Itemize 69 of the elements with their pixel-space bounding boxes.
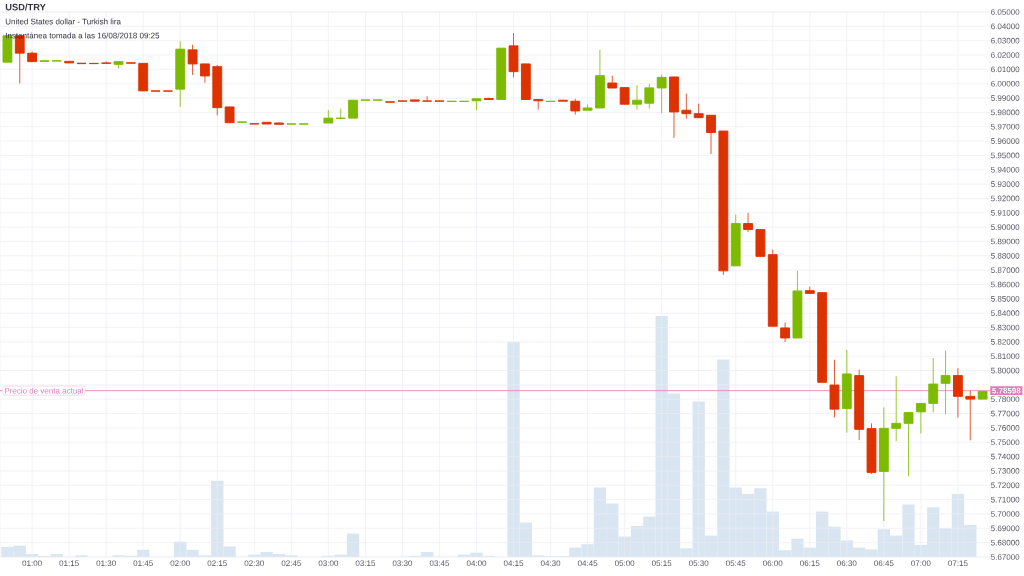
y-tick-label: 5.88000 (991, 252, 1020, 259)
y-tick-label: 5.83000 (991, 324, 1020, 331)
x-tick-label: 03:00 (318, 560, 339, 567)
y-tick-label: 5.82000 (991, 339, 1020, 345)
x-tick-label: 05:00 (614, 560, 635, 567)
x-tick-label: 04:30 (540, 560, 561, 567)
y-tick-label: 5.91000 (991, 209, 1020, 216)
x-tick-label: 07:15 (948, 560, 968, 567)
y-tick-label: 5.71000 (991, 496, 1020, 503)
text: 5.78598 (992, 387, 1021, 394)
x-tick-label: 02:00 (170, 560, 190, 567)
x-tick-label: 01:45 (133, 560, 153, 567)
chart-title: USD/TRY (5, 3, 46, 11)
x-tick-label: 02:30 (244, 560, 264, 567)
y-tick-label: 6.00000 (991, 80, 1020, 87)
x-tick-label: 01:15 (59, 560, 79, 567)
x-tick-label: 03:45 (429, 560, 450, 567)
y-tick-label: 5.86000 (991, 281, 1020, 288)
x-tick-label: 03:30 (392, 560, 413, 567)
y-tick-label: 6.04000 (991, 23, 1020, 30)
ref-line-label: Precio de venta actual (4, 387, 83, 394)
y-tick-label: 5.75000 (991, 439, 1020, 446)
x-tick-label: 03:15 (355, 560, 376, 567)
y-tick-label: 5.80000 (991, 367, 1020, 374)
x-tick-label: 02:15 (207, 560, 227, 567)
x-tick-label: 06:30 (837, 560, 857, 567)
x-tick-label: 01:30 (96, 560, 116, 567)
y-tick-label: 5.74000 (991, 453, 1020, 460)
x-tick-label: 07:00 (911, 560, 931, 567)
y-tick-label: 5.73000 (991, 468, 1020, 474)
annotation: Instantánea tomada a las 16/08/2018 09:25 (5, 32, 160, 39)
y-tick-label: 5.77000 (991, 410, 1020, 417)
y-tick-label: 6.03000 (991, 37, 1020, 44)
y-tick-label: 5.98000 (991, 109, 1020, 116)
y-tick-label: 5.95000 (991, 152, 1020, 159)
y-tick-label: 5.69000 (991, 525, 1020, 532)
x-tick-label: 04:45 (577, 560, 598, 567)
text: United States dollar - Turkish lira (5, 18, 121, 25)
y-tick-label: 5.68000 (991, 539, 1020, 546)
x-tick-label: 06:00 (763, 560, 783, 567)
x-tick-label: 01:00 (22, 560, 42, 567)
x-tick-label: 05:30 (688, 560, 709, 567)
y-tick-label: 5.99000 (991, 95, 1020, 101)
y-tick-label: 5.94000 (991, 166, 1020, 173)
y-tick-label: 5.97000 (991, 123, 1020, 130)
x-tick-label: 05:45 (726, 560, 746, 567)
x-tick-label: 04:15 (503, 560, 524, 567)
y-tick-label: 5.72000 (991, 482, 1020, 489)
y-tick-label: 6.05000 (991, 9, 1020, 15)
y-tick-label: 5.76000 (991, 425, 1020, 431)
y-tick-label: 5.92000 (991, 195, 1020, 202)
y-tick-label: 5.87000 (991, 267, 1020, 273)
x-tick-label: 02:45 (281, 560, 302, 567)
x-tick-label: 05:15 (651, 560, 672, 567)
y-tick-label: 5.93000 (991, 181, 1020, 187)
y-tick-label: 5.67000 (991, 554, 1020, 560)
y-tick-label: 5.96000 (991, 138, 1020, 144)
y-tick-label: 5.89000 (991, 238, 1020, 245)
y-tick-label: 5.81000 (991, 353, 1020, 360)
x-tick-label: 04:00 (466, 560, 487, 567)
y-tick-label: 5.84000 (991, 310, 1020, 317)
y-tick-label: 5.90000 (991, 224, 1020, 230)
y-tick-label: 5.85000 (991, 296, 1020, 302)
x-tick-label: 06:45 (874, 560, 894, 567)
y-tick-label: 5.78000 (991, 396, 1020, 403)
y-tick-label: 5.70000 (991, 511, 1020, 517)
y-tick-label: 6.02000 (991, 52, 1020, 58)
x-tick-label: 06:15 (800, 560, 820, 567)
y-tick-label: 6.01000 (991, 66, 1020, 73)
